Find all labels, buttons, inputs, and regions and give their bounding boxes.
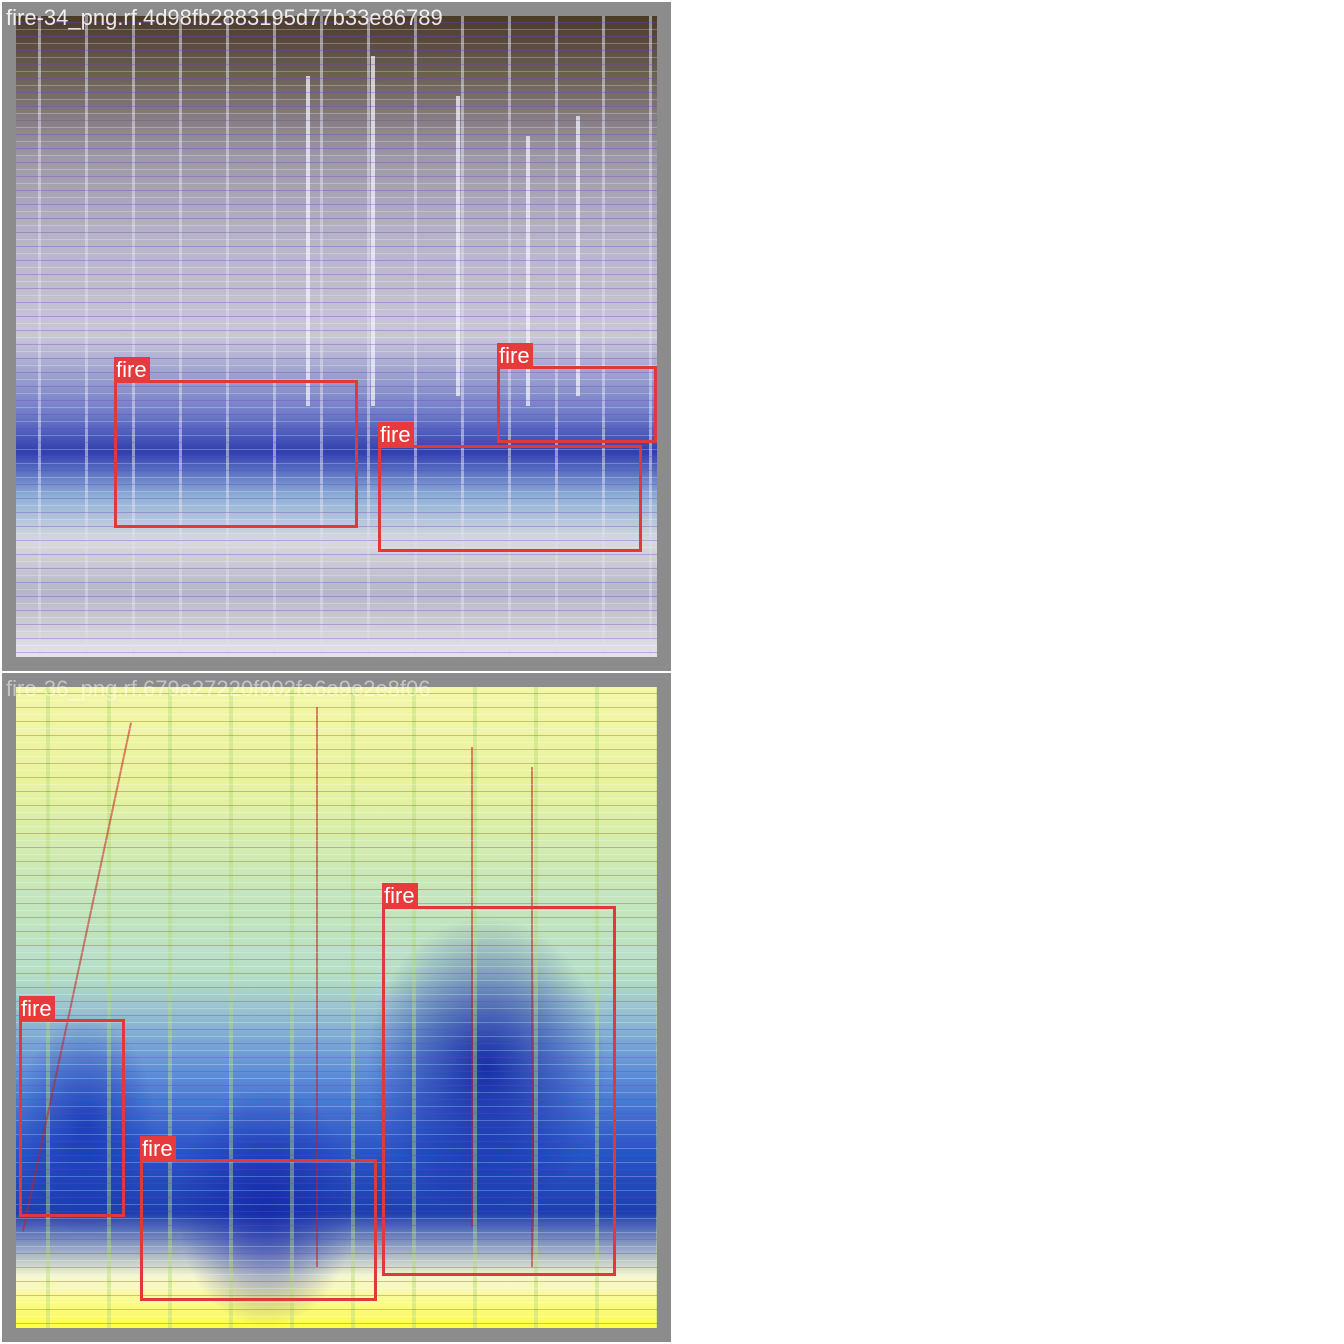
scanline-overlay	[16, 16, 657, 657]
detection-label: fire	[19, 996, 55, 1022]
detection-label: fire	[378, 422, 414, 448]
detection-box: fire	[19, 996, 125, 1217]
tree-trunk	[456, 96, 460, 396]
tree-trunk	[531, 767, 533, 1267]
forest-photo	[16, 16, 657, 657]
forest-photo	[16, 687, 657, 1328]
detection-label: fire	[497, 343, 533, 369]
detection-label: fire	[140, 1136, 176, 1162]
detection-box: fire	[378, 422, 642, 552]
tree-trunk	[526, 136, 530, 406]
image-tile: fire fire fire fire-36_png.rf.679a27220f…	[2, 673, 671, 1342]
image-filename: fire-36_png.rf.679a27220f902fe6a9e2e8f06	[6, 676, 431, 701]
image-tile: fire fire fire fire-34_png.rf.4d98fb2883…	[2, 2, 671, 671]
image-filename: fire-34_png.rf.4d98fb2883195d77b33e86789	[6, 5, 443, 30]
scanline-overlay	[16, 687, 657, 1328]
tree-trunk	[471, 747, 473, 1227]
detection-box: fire	[382, 883, 616, 1276]
tree-trunk	[316, 707, 318, 1267]
tree-trunk	[576, 116, 580, 396]
detection-label: fire	[114, 357, 150, 383]
detection-box: fire	[140, 1136, 377, 1301]
detection-box: fire	[114, 357, 358, 528]
detection-box: fire	[497, 343, 657, 443]
tree-trunk	[371, 56, 375, 406]
tree-trunk	[306, 76, 310, 406]
detection-label: fire	[382, 883, 418, 909]
